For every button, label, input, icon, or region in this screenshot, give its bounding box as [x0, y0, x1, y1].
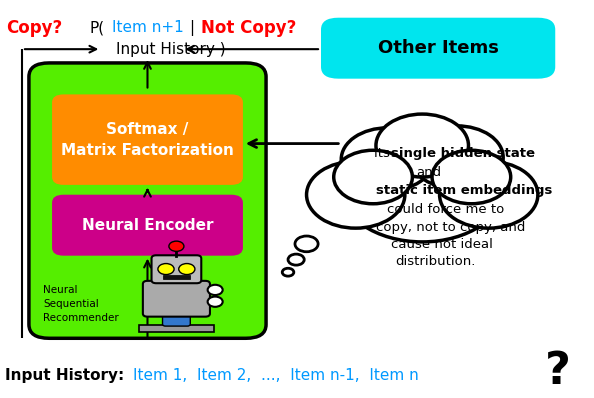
Circle shape — [288, 254, 304, 265]
Text: single hidden state: single hidden state — [391, 147, 535, 160]
Text: and: and — [416, 166, 441, 179]
Circle shape — [432, 150, 511, 204]
Circle shape — [440, 161, 538, 228]
Text: Item n+1: Item n+1 — [112, 20, 184, 35]
Circle shape — [169, 241, 184, 252]
Text: Other Items: Other Items — [378, 39, 498, 57]
Text: Not Copy?: Not Copy? — [201, 19, 296, 37]
Text: P(: P( — [90, 20, 105, 35]
Circle shape — [341, 128, 434, 191]
Circle shape — [208, 297, 223, 307]
Circle shape — [334, 150, 412, 204]
Text: Its: Its — [374, 147, 394, 160]
Circle shape — [376, 114, 469, 177]
Text: static item embeddings: static item embeddings — [377, 184, 553, 197]
Text: distribution.: distribution. — [395, 255, 476, 268]
FancyBboxPatch shape — [29, 63, 266, 338]
Text: cause not ideal: cause not ideal — [391, 238, 493, 251]
FancyBboxPatch shape — [139, 325, 214, 332]
Text: Neural
Sequential
Recommender: Neural Sequential Recommender — [43, 285, 119, 322]
FancyBboxPatch shape — [151, 255, 201, 283]
Text: Softmax /
Matrix Factorization: Softmax / Matrix Factorization — [61, 122, 234, 158]
FancyBboxPatch shape — [163, 315, 190, 326]
FancyBboxPatch shape — [163, 275, 190, 279]
Text: Input History:: Input History: — [5, 368, 124, 383]
Text: could force me to: could force me to — [387, 203, 504, 216]
FancyBboxPatch shape — [52, 94, 243, 185]
Circle shape — [339, 128, 506, 242]
Circle shape — [295, 236, 318, 252]
Text: Neural Encoder: Neural Encoder — [82, 218, 213, 233]
Text: copy, not to copy, and: copy, not to copy, and — [377, 221, 526, 234]
FancyBboxPatch shape — [143, 281, 210, 317]
Text: Input History ): Input History ) — [116, 42, 225, 57]
Circle shape — [208, 285, 223, 295]
Circle shape — [158, 263, 174, 275]
Text: Item 1,  Item 2,  ...,  Item n-1,  Item n: Item 1, Item 2, ..., Item n-1, Item n — [133, 368, 419, 383]
Circle shape — [410, 126, 503, 189]
Text: Copy?: Copy? — [6, 19, 62, 37]
FancyBboxPatch shape — [52, 195, 243, 256]
FancyBboxPatch shape — [321, 18, 555, 79]
Text: ?: ? — [545, 350, 571, 393]
Circle shape — [179, 263, 195, 275]
Text: |: | — [189, 20, 194, 35]
Circle shape — [307, 161, 405, 228]
Circle shape — [282, 268, 294, 276]
